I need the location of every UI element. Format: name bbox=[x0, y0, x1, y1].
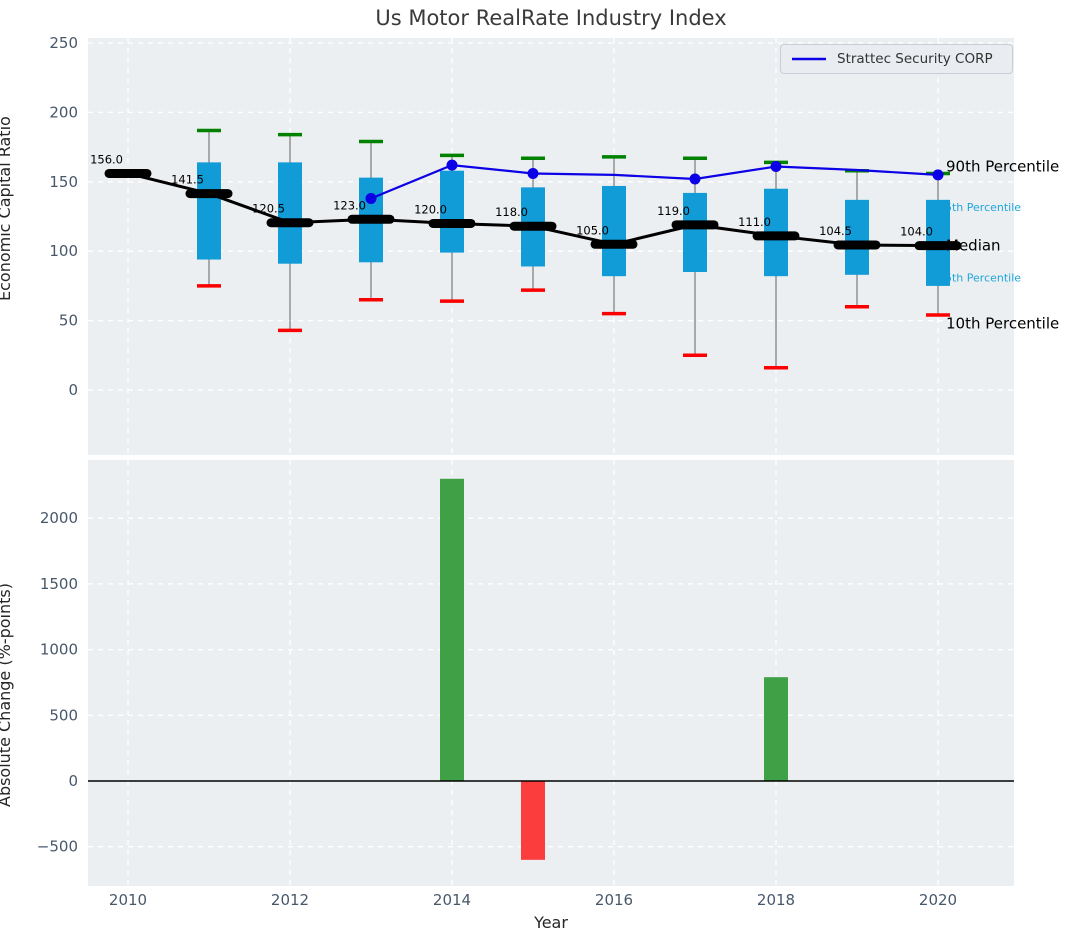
bottom-y-tick-label: 1000 bbox=[40, 641, 78, 659]
top-y-tick-label: 150 bbox=[49, 173, 78, 191]
bottom-y-tick-label: 1500 bbox=[40, 575, 78, 593]
median-value-label: 105.0 bbox=[576, 223, 609, 237]
legend-label: Strattec Security CORP bbox=[837, 51, 993, 67]
bottom-y-tick-label: 0 bbox=[68, 772, 78, 790]
bar-positive bbox=[440, 479, 464, 781]
median-value-label: 123.0 bbox=[333, 198, 366, 212]
x-tick-label: 2014 bbox=[433, 891, 471, 909]
bottom-plot-background bbox=[88, 460, 1014, 886]
legend: Strattec Security CORP bbox=[780, 44, 1013, 74]
top-y-tick-label: 250 bbox=[49, 34, 78, 52]
median-value-label: 141.5 bbox=[171, 173, 204, 187]
percentile-annotation-small: 25th Percentile bbox=[938, 272, 1021, 285]
percentile-annotation-large: Median bbox=[946, 237, 1001, 255]
company-line-marker bbox=[771, 161, 782, 172]
bottom-y-tick-label: −500 bbox=[37, 838, 78, 856]
median-value-label: 119.0 bbox=[657, 204, 690, 218]
top-y-tick-label: 200 bbox=[49, 103, 78, 121]
median-value-label: 120.0 bbox=[414, 202, 447, 216]
median-value-label: 120.5 bbox=[252, 202, 285, 216]
x-tick-label: 2012 bbox=[271, 891, 309, 909]
figure: Us Motor RealRate Industry Index 0501001… bbox=[0, 0, 1082, 942]
legend-line-sample-icon bbox=[791, 56, 827, 62]
company-line-marker bbox=[447, 160, 458, 171]
median-value-label: 156.0 bbox=[90, 152, 123, 166]
percentile-annotation-large: 90th Percentile bbox=[946, 158, 1059, 176]
median-value-label: 111.0 bbox=[738, 215, 771, 229]
percentile-annotation-small: 75th Percentile bbox=[938, 201, 1021, 214]
bar-negative bbox=[521, 781, 545, 860]
x-tick-label: 2018 bbox=[757, 891, 795, 909]
x-tick-label: 2016 bbox=[595, 891, 633, 909]
bar-positive bbox=[764, 677, 788, 781]
median-value-label: 118.0 bbox=[495, 205, 528, 219]
company-line-marker bbox=[933, 169, 944, 180]
x-axis-label: Year bbox=[88, 913, 1014, 932]
top-y-tick-label: 100 bbox=[49, 242, 78, 260]
top-y-tick-label: 50 bbox=[59, 312, 78, 330]
bottom-y-tick-label: 2000 bbox=[40, 509, 78, 527]
company-line-marker bbox=[366, 193, 377, 204]
x-tick-label: 2010 bbox=[109, 891, 147, 909]
median-value-label: 104.5 bbox=[819, 224, 852, 238]
bottom-y-axis-label: Absolute Change (%-points) bbox=[0, 583, 14, 807]
top-y-tick-label: 0 bbox=[68, 381, 78, 399]
plots-canvas: 0 50 100 150 200 250 −500 0 500 1000 1500 2000 2010 2… bbox=[0, 0, 1082, 942]
x-tick-label: 2020 bbox=[919, 891, 957, 909]
top-y-axis-label: Economic Capital Ratio bbox=[0, 116, 14, 301]
median-value-label: 104.0 bbox=[900, 225, 933, 239]
bottom-y-tick-label: 500 bbox=[49, 706, 78, 724]
company-line-marker bbox=[528, 168, 539, 179]
percentile-annotation-large: 10th Percentile bbox=[946, 314, 1059, 332]
company-line-marker bbox=[690, 174, 701, 185]
